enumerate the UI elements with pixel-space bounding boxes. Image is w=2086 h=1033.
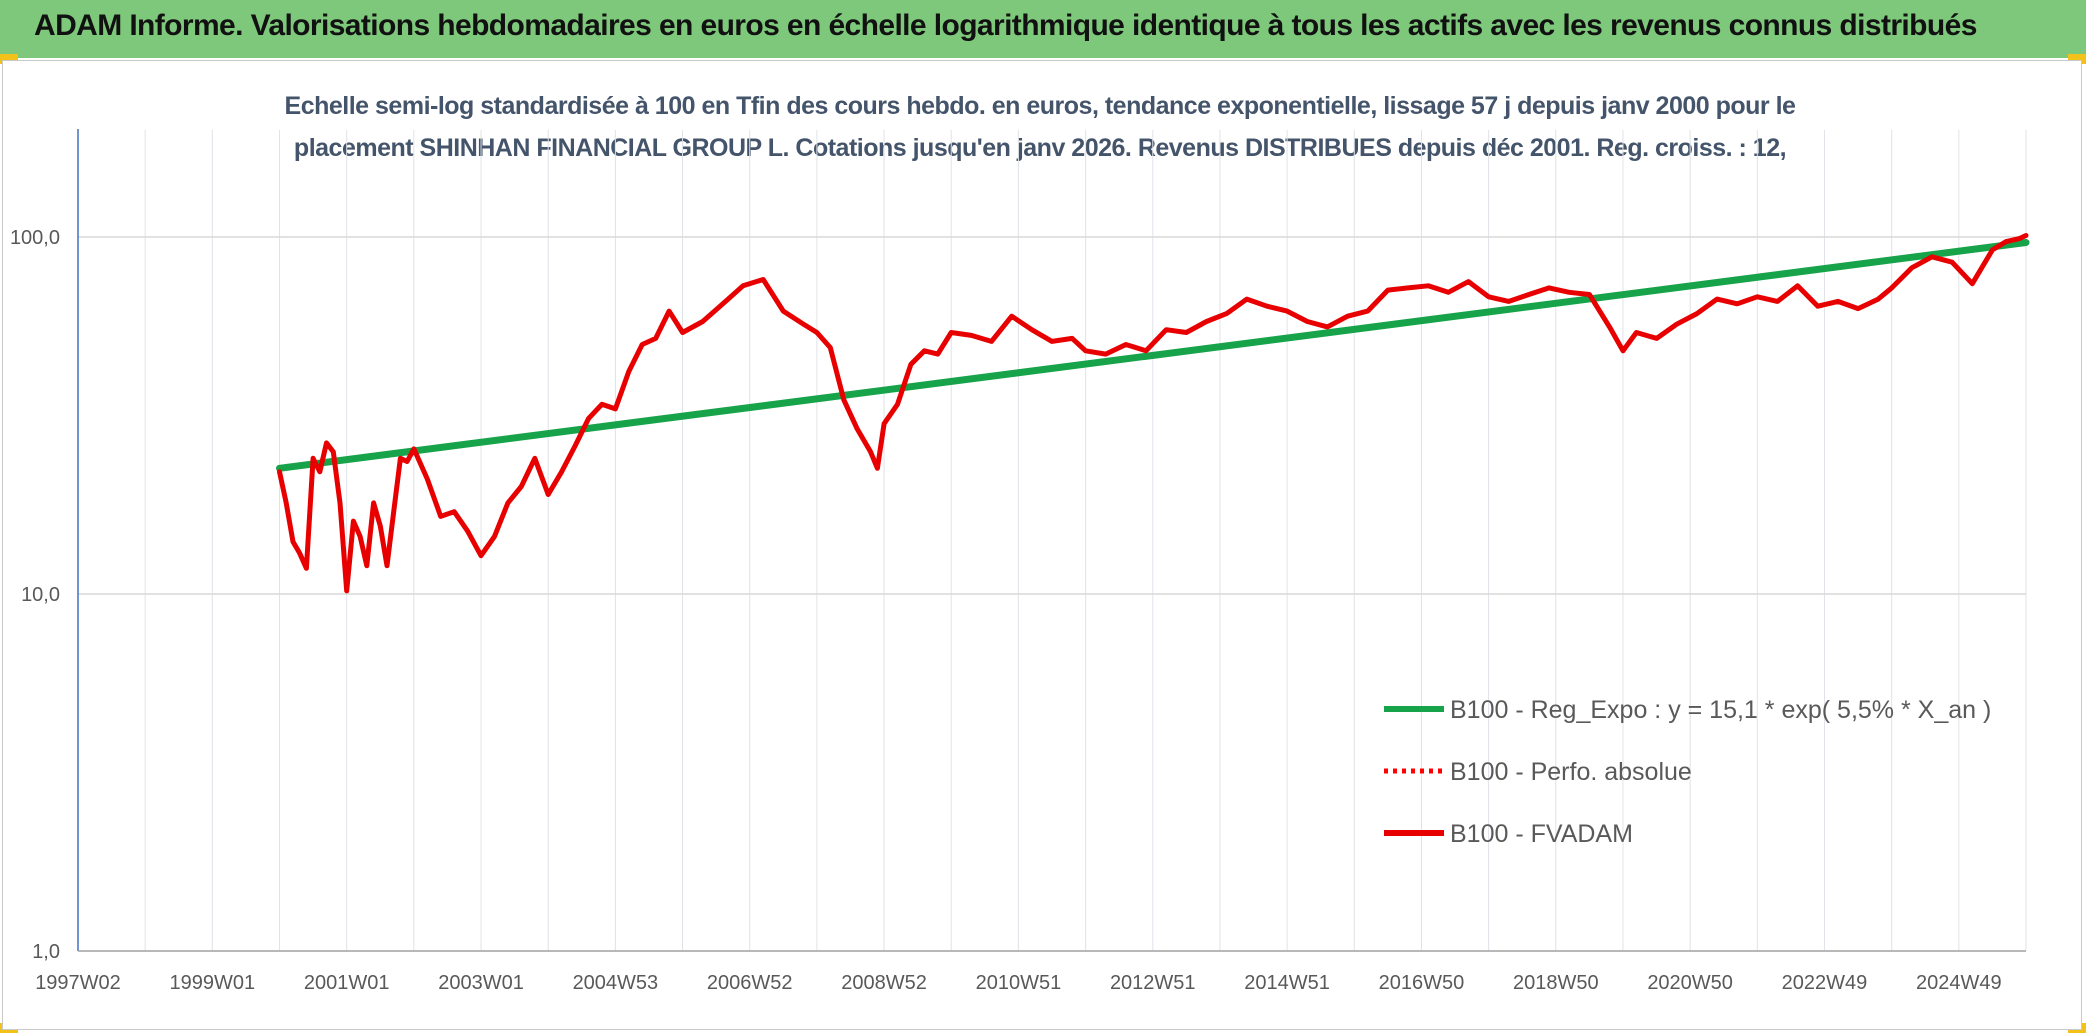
report-title: ADAM Informe. Valorisations hebdomadaire… <box>34 9 1977 42</box>
x-tick-label: 2004W53 <box>573 972 659 994</box>
x-tick-label: 2006W52 <box>707 972 793 994</box>
x-tick-label: 1997W02 <box>35 972 121 994</box>
x-tick-label: 2016W50 <box>1379 972 1465 994</box>
y-tick-label: 1,0 <box>32 941 60 963</box>
x-tick-label: 2008W52 <box>841 972 927 994</box>
y-tick-label: 100,0 <box>10 227 60 249</box>
legend-label-2: B100 - FVADAM <box>1450 820 1633 848</box>
x-tick-label: 2010W51 <box>976 972 1062 994</box>
x-tick-label: 2003W01 <box>438 972 524 994</box>
chart-title-line-1: Echelle semi-log standardisée à 100 en T… <box>284 92 1796 120</box>
x-tick-label: 1999W01 <box>170 972 256 994</box>
x-tick-label: 2014W51 <box>1244 972 1330 994</box>
chart-title-line-2: placement SHINHAN FINANCIAL GROUP L. Cot… <box>293 134 1787 162</box>
legend: B100 - Reg_Expo : y = 15,1 * exp( 5,5% *… <box>1384 696 1991 848</box>
x-tick-label: 2022W49 <box>1782 972 1868 994</box>
x-tick-label: 2018W50 <box>1513 972 1599 994</box>
x-tick-label: 2024W49 <box>1916 972 2002 994</box>
x-tick-label: 2001W01 <box>304 972 390 994</box>
header-bar: ADAM Informe. Valorisations hebdomadaire… <box>0 0 2086 58</box>
series-line-2 <box>277 233 2029 594</box>
x-tick-label: 2020W50 <box>1647 972 1733 994</box>
y-tick-label: 10,0 <box>21 584 60 606</box>
corner-marker-top-left <box>0 54 18 64</box>
axes: 1,0 10,0 100,0 1997W02 1999W01 2001W01 2003W01… <box>10 129 2026 994</box>
legend-label-0: B100 - Reg_Expo : y = 15,1 * exp( 5,5% *… <box>1450 696 1991 724</box>
series-group <box>276 233 2030 594</box>
corner-marker-top-right <box>2068 54 2086 64</box>
series-line-0 <box>276 239 2030 472</box>
grid <box>77 130 2027 952</box>
legend-label-1: B100 - Perfo. absolue <box>1450 758 1692 786</box>
x-tick-label: 2012W51 <box>1110 972 1196 994</box>
